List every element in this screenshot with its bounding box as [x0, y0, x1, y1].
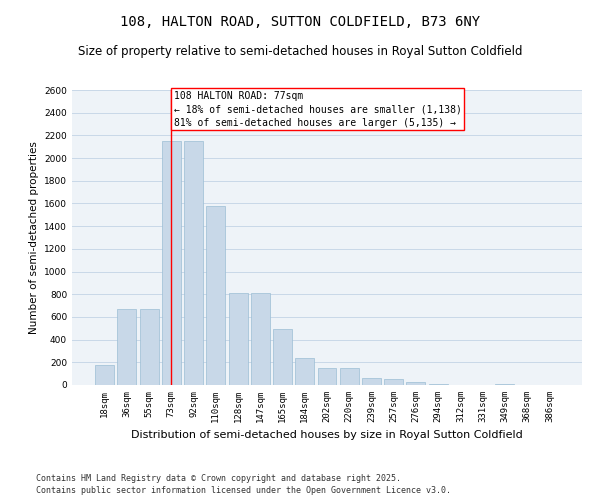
- Bar: [429, 384, 448, 385]
- Bar: [317, 368, 337, 385]
- Bar: [162, 141, 181, 385]
- Bar: [206, 206, 225, 385]
- Bar: [406, 382, 425, 385]
- Bar: [251, 293, 270, 385]
- Bar: [118, 309, 136, 385]
- Text: 108, HALTON ROAD, SUTTON COLDFIELD, B73 6NY: 108, HALTON ROAD, SUTTON COLDFIELD, B73 …: [120, 15, 480, 29]
- Bar: [362, 378, 381, 385]
- Bar: [229, 293, 248, 385]
- Bar: [496, 384, 514, 385]
- Text: Contains HM Land Registry data © Crown copyright and database right 2025.
Contai: Contains HM Land Registry data © Crown c…: [36, 474, 451, 495]
- Bar: [384, 379, 403, 385]
- Y-axis label: Number of semi-detached properties: Number of semi-detached properties: [29, 141, 38, 334]
- Text: Size of property relative to semi-detached houses in Royal Sutton Coldfield: Size of property relative to semi-detach…: [78, 45, 522, 58]
- X-axis label: Distribution of semi-detached houses by size in Royal Sutton Coldfield: Distribution of semi-detached houses by …: [131, 430, 523, 440]
- Text: 108 HALTON ROAD: 77sqm
← 18% of semi-detached houses are smaller (1,138)
81% of : 108 HALTON ROAD: 77sqm ← 18% of semi-det…: [173, 91, 461, 128]
- Bar: [140, 309, 158, 385]
- Bar: [95, 364, 114, 385]
- Bar: [295, 358, 314, 385]
- Bar: [273, 330, 292, 385]
- Bar: [184, 141, 203, 385]
- Bar: [340, 368, 359, 385]
